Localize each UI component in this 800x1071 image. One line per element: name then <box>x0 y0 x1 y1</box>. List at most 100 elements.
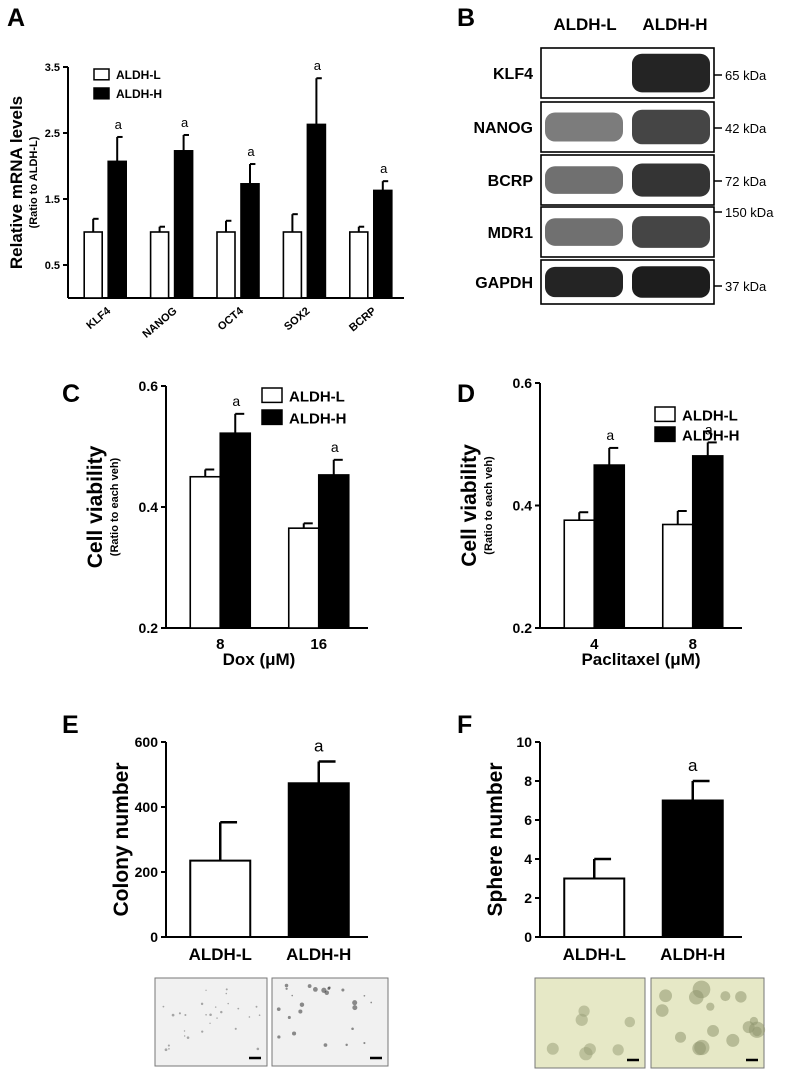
legend-label-aldh-l: ALDH-L <box>682 408 738 425</box>
significance-label: a <box>688 756 698 775</box>
cell-spot <box>255 1005 258 1008</box>
legend-label-aldh-h: ALDH-H <box>289 411 347 428</box>
significance-label: a <box>380 161 388 176</box>
marker-label: 150 kDa <box>725 205 774 220</box>
legend-label-aldh-l: ALDH-L <box>116 68 161 82</box>
panel-letter-f: F <box>457 711 472 739</box>
bar-aldh-h-oct4 <box>240 183 260 299</box>
significance-label: a <box>115 117 123 132</box>
lane-header-aldh-l: ALDH-L <box>553 15 616 34</box>
y-axis-subtitle: (Ratio to ALDH-L) <box>28 136 40 228</box>
cell-spot <box>674 1031 687 1043</box>
panel-letter-b: B <box>457 4 475 32</box>
cell-spot <box>171 1013 175 1017</box>
y-tick-label: 8 <box>524 773 532 789</box>
y-tick-label: 0.2 <box>513 620 533 636</box>
y-tick-label: 0.4 <box>513 498 533 514</box>
y-tick-label: 2.5 <box>45 128 60 140</box>
colony-image-aldh-h <box>271 977 389 1067</box>
cell-spot <box>183 1030 186 1032</box>
cell-spot <box>327 987 331 990</box>
y-tick-label: 0.5 <box>45 260 60 272</box>
y-axis-title: Colony number <box>110 762 133 916</box>
panel-letter-a: A <box>7 4 25 32</box>
bar-aldh-l-8 <box>189 475 222 629</box>
cell-spot <box>200 1002 204 1006</box>
legend-swatch-aldh-h <box>654 426 676 443</box>
bar-aldh-l-16 <box>287 527 320 629</box>
marker-label: 72 kDa <box>725 174 767 189</box>
cell-spot <box>209 1013 212 1016</box>
cell-spot <box>291 994 294 997</box>
cell-spot <box>706 1002 715 1011</box>
y-tick-label: 3.5 <box>45 62 60 74</box>
bar-aldh-l <box>563 877 626 938</box>
cell-spot <box>164 1048 168 1052</box>
cell-spot <box>178 1012 181 1015</box>
cell-spot <box>655 1004 669 1017</box>
band-nanog-aldh-h <box>632 109 710 145</box>
chart-mrna-levels: 0.5 1.5 2.5 3.5 a a a a a KLF4 NANOG OCT4 SOX2 BCRP Re… <box>7 58 404 341</box>
cell-spot <box>285 987 288 990</box>
panel-letter-d: D <box>457 380 475 408</box>
micrograph-frame <box>154 977 268 1067</box>
bar-aldh-l-sox2 <box>282 231 303 299</box>
bar-aldh-h-8 <box>691 455 724 629</box>
y-axis-title: Relative mRNA levels <box>7 96 26 269</box>
panel-letter-c: C <box>62 380 80 408</box>
bar-aldh-h-nanog <box>173 150 194 299</box>
cell-spot <box>692 1041 706 1056</box>
cell-spot <box>363 1041 366 1045</box>
marker-label: 37 kDa <box>725 279 767 294</box>
legend: ALDH-L ALDH-H <box>261 387 347 428</box>
cell-spot <box>220 1010 223 1014</box>
protein-label-nanog: NANOG <box>473 120 533 137</box>
cell-spot <box>205 1013 207 1016</box>
cell-spot <box>299 1002 305 1007</box>
y-tick-label: 0.6 <box>139 378 159 394</box>
bar-aldh-l-nanog <box>149 231 170 299</box>
y-tick-label: 1.5 <box>45 194 60 206</box>
y-tick-label: 0.2 <box>139 620 159 636</box>
bar-aldh-h-sox2 <box>306 123 327 299</box>
legend: ALDH-L ALDH-H <box>93 68 162 101</box>
significance-label: a <box>247 144 255 159</box>
cell-spot <box>258 1014 261 1016</box>
significance-label: a <box>181 115 189 130</box>
y-tick-label: 600 <box>135 734 159 750</box>
cell-spot <box>370 1001 373 1004</box>
category-label: ALDH-H <box>286 945 351 964</box>
cell-spot <box>162 1005 165 1008</box>
cell-spot <box>707 1025 720 1037</box>
y-axis-subtitle: (Ratio to each veh) <box>483 456 495 555</box>
cell-spot <box>248 1016 251 1018</box>
band-nanog-aldh-l <box>545 112 623 142</box>
cell-spot <box>688 989 704 1005</box>
protein-label-bcrp: BCRP <box>488 173 534 190</box>
y-tick-label: 2 <box>524 890 532 906</box>
chart-cell-viability-dox: 0.2 0.4 0.6 a a 8 16 Cell viability (Ratio to ea… <box>84 378 368 669</box>
cell-spot <box>184 1014 187 1017</box>
category-label: ALDH-L <box>563 945 626 964</box>
bar-aldh-l-klf4 <box>83 231 103 299</box>
y-tick-label: 0.4 <box>139 499 159 515</box>
significance-label: a <box>705 421 713 437</box>
cell-spot <box>575 1013 588 1026</box>
cell-spot <box>237 1007 240 1010</box>
cell-spot <box>256 1047 260 1051</box>
cell-spot <box>284 983 289 988</box>
significance-label: a <box>232 393 240 409</box>
chart-sphere-number: 0 2 4 6 8 10 a ALDH-L ALDH-H Sphere number <box>484 734 742 964</box>
bar-aldh-h-4 <box>593 464 626 629</box>
micrographs <box>154 977 766 1069</box>
y-tick-label: 200 <box>135 864 159 880</box>
panel-letter-e: E <box>62 711 79 739</box>
category-label: SOX2 <box>282 305 312 333</box>
cell-spot <box>345 1043 348 1047</box>
cell-spot <box>298 1009 303 1014</box>
cell-spot <box>546 1042 559 1055</box>
cell-spot <box>352 1000 358 1006</box>
protein-label-gapdh: GAPDH <box>475 275 533 292</box>
significance-label: a <box>331 439 339 455</box>
chart-cell-viability-paclitaxel: 0.2 0.4 0.6 a a 4 8 Cell viability (Ratio to eac… <box>458 375 742 669</box>
